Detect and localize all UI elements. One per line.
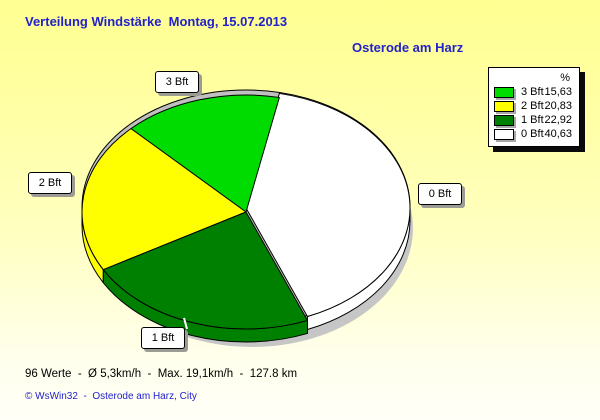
legend-value: 40,63 <box>544 128 572 140</box>
legend-label: 2 Bft <box>521 100 544 112</box>
station-name: Osterode am Harz <box>352 40 464 55</box>
slice-callout-1-bft: 1 Bft <box>141 327 185 349</box>
pie-slice-0-bft <box>245 92 411 317</box>
legend-row-3-bft: 3 Bft 15,63 <box>494 85 573 99</box>
legend-label: 1 Bft <box>521 114 544 126</box>
legend-box: % 3 Bft 15,63 2 Bft 20,83 1 Bft 22,92 0 Bft 40,… <box>488 67 580 147</box>
legend-swatch-0-bft <box>494 128 514 140</box>
legend-row-1-bft: 1 Bft 22,92 <box>494 113 573 127</box>
legend-unit-header: % <box>560 72 570 84</box>
callout-tick-1-bft <box>183 317 188 330</box>
stats-line: 96 Werte - Ø 5,3km/h - Max. 19,1km/h - 1… <box>25 368 298 380</box>
legend-row-0-bft: 0 Bft 40,63 <box>494 127 573 141</box>
chart-title: Verteilung Windstärke Montag, 15.07.2013 <box>25 14 288 29</box>
legend-label: 0 Bft <box>521 128 544 140</box>
pie-slice-1-bft <box>102 211 309 330</box>
pie-slice-3-bft <box>130 94 280 213</box>
legend-value: 15,63 <box>544 86 572 98</box>
legend-swatch-3-bft <box>494 86 514 98</box>
copyright-line: © WsWin32 - Osterode am Harz, City <box>25 391 197 402</box>
slice-callout-0-bft: 0 Bft <box>418 183 462 205</box>
pie-slice-2-bft <box>81 128 247 271</box>
slice-callout-2-bft: 2 Bft <box>28 172 72 194</box>
legend-label: 3 Bft <box>521 86 544 98</box>
legend-value: 22,92 <box>544 114 572 126</box>
legend-swatch-2-bft <box>494 100 514 112</box>
legend-rows: 3 Bft 15,63 2 Bft 20,83 1 Bft 22,92 0 Bft 40,63 <box>494 85 573 141</box>
legend-value: 20,83 <box>544 100 572 112</box>
legend-row-2-bft: 2 Bft 20,83 <box>494 99 573 113</box>
legend-swatch-1-bft <box>494 114 514 126</box>
slice-callout-3-bft: 3 Bft <box>155 71 199 93</box>
